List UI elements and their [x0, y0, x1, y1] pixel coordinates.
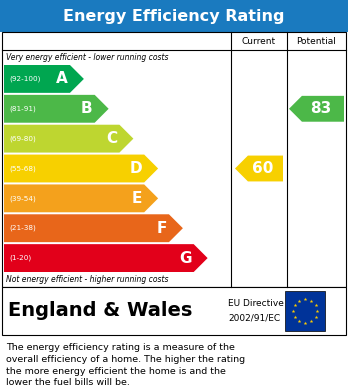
Text: (81-91): (81-91)	[9, 106, 36, 112]
Bar	[2, 287, 346, 335]
Text: 83: 83	[310, 101, 331, 116]
Polygon shape	[4, 95, 109, 123]
Polygon shape	[4, 65, 84, 93]
Text: England & Wales: England & Wales	[8, 301, 192, 321]
Text: G: G	[179, 251, 192, 265]
Text: B: B	[81, 101, 93, 116]
Polygon shape	[4, 185, 158, 212]
Text: 2002/91/EC: 2002/91/EC	[228, 314, 280, 323]
Bar	[285, 291, 325, 331]
Text: C: C	[106, 131, 117, 146]
Text: Not energy efficient - higher running costs: Not energy efficient - higher running co…	[6, 276, 168, 285]
Text: 60: 60	[252, 161, 274, 176]
Text: F: F	[157, 221, 167, 236]
Text: Current: Current	[242, 36, 276, 45]
Text: (39-54): (39-54)	[9, 195, 36, 202]
Text: (21-38): (21-38)	[9, 225, 36, 231]
Bar	[2, 32, 346, 287]
Text: (92-100): (92-100)	[9, 76, 40, 82]
Text: D: D	[129, 161, 142, 176]
Polygon shape	[4, 214, 183, 242]
Text: (1-20): (1-20)	[9, 255, 31, 261]
Polygon shape	[289, 96, 344, 122]
Text: (55-68): (55-68)	[9, 165, 36, 172]
Polygon shape	[235, 156, 283, 181]
Text: A: A	[56, 72, 68, 86]
Polygon shape	[4, 154, 158, 183]
Bar	[0, 0, 348, 32]
Text: EU Directive: EU Directive	[228, 299, 284, 308]
Text: Potential: Potential	[296, 36, 337, 45]
Text: E: E	[132, 191, 142, 206]
Text: The energy efficiency rating is a measure of the
overall efficiency of a home. T: The energy efficiency rating is a measur…	[6, 343, 245, 387]
Polygon shape	[4, 244, 208, 272]
Polygon shape	[4, 125, 133, 152]
Text: Very energy efficient - lower running costs: Very energy efficient - lower running co…	[6, 52, 168, 61]
Text: (69-80): (69-80)	[9, 135, 36, 142]
Text: Energy Efficiency Rating: Energy Efficiency Rating	[63, 9, 285, 23]
